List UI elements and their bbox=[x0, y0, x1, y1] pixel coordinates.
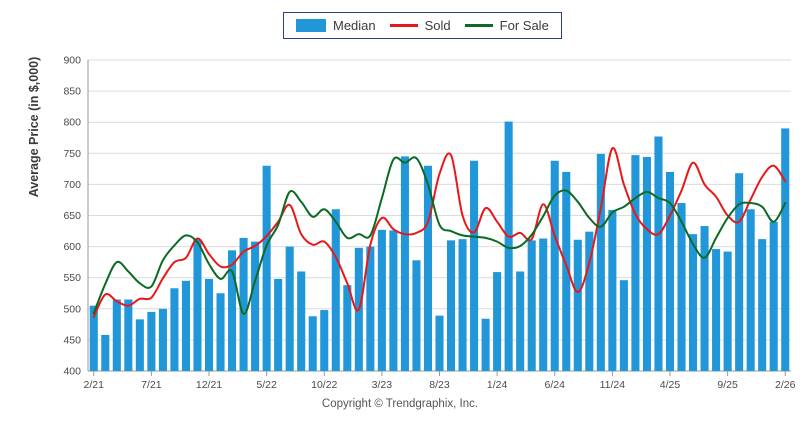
x-tick-label: 4/25 bbox=[660, 379, 681, 391]
median-bar[interactable] bbox=[758, 239, 767, 371]
median-bar[interactable] bbox=[377, 229, 386, 371]
x-tick-label: 12/21 bbox=[196, 379, 222, 391]
x-tick-label: 10/22 bbox=[311, 379, 337, 391]
legend-label-for-sale: For Sale bbox=[499, 18, 549, 33]
median-bar[interactable] bbox=[481, 318, 490, 371]
y-tick-label: 850 bbox=[63, 86, 81, 98]
median-bar[interactable] bbox=[712, 249, 721, 371]
median-bar[interactable] bbox=[320, 310, 329, 371]
x-tick-label: 9/25 bbox=[717, 379, 738, 391]
y-tick-label: 450 bbox=[63, 334, 81, 346]
median-bar[interactable] bbox=[631, 155, 640, 371]
median-bar[interactable] bbox=[366, 246, 375, 371]
y-tick-label: 400 bbox=[63, 366, 81, 378]
median-bar[interactable] bbox=[400, 156, 409, 371]
x-tick-label: 2/26 bbox=[775, 379, 796, 391]
median-bar[interactable] bbox=[596, 153, 605, 371]
median-bar[interactable] bbox=[204, 278, 214, 371]
legend-label-sold: Sold bbox=[424, 18, 451, 33]
median-bar[interactable] bbox=[147, 311, 156, 371]
median-bar[interactable] bbox=[124, 299, 133, 371]
median-bar[interactable] bbox=[193, 239, 202, 371]
y-tick-label: 550 bbox=[63, 272, 81, 284]
median-bar[interactable] bbox=[585, 231, 594, 371]
median-bar[interactable] bbox=[493, 272, 502, 371]
x-tick-label: 3/23 bbox=[372, 379, 393, 391]
median-bar[interactable] bbox=[746, 209, 755, 371]
median-bar[interactable] bbox=[458, 239, 467, 371]
median-bar[interactable] bbox=[262, 165, 271, 371]
x-tick-label: 8/23 bbox=[429, 379, 450, 391]
y-tick-label: 750 bbox=[63, 148, 81, 160]
median-bar[interactable] bbox=[527, 240, 536, 371]
median-bar[interactable] bbox=[181, 280, 190, 371]
median-bar[interactable] bbox=[216, 293, 225, 371]
median-bar[interactable] bbox=[308, 316, 317, 371]
median-bar[interactable] bbox=[158, 308, 167, 371]
median-bar[interactable] bbox=[700, 226, 709, 371]
median-bar[interactable] bbox=[101, 334, 110, 371]
median-bar[interactable] bbox=[389, 230, 398, 371]
median-bar[interactable] bbox=[239, 237, 248, 371]
legend-line-swatch-icon-sold bbox=[389, 24, 418, 27]
for-sale-line[interactable] bbox=[92, 156, 787, 315]
median-bar[interactable] bbox=[654, 136, 663, 371]
legend-bar-swatch-icon bbox=[296, 19, 326, 32]
median-bar[interactable] bbox=[539, 238, 548, 371]
median-bar[interactable] bbox=[435, 315, 444, 371]
median-bar[interactable] bbox=[89, 305, 98, 371]
x-tick-label: 7/21 bbox=[141, 379, 162, 391]
legend-line-swatch-icon-for-sale bbox=[464, 24, 493, 27]
y-tick-label: 650 bbox=[63, 210, 81, 222]
y-tick-label: 600 bbox=[63, 241, 81, 253]
x-tick-label: 5/22 bbox=[256, 379, 277, 391]
median-bar[interactable] bbox=[781, 128, 790, 371]
y-tick-label: 700 bbox=[63, 179, 81, 191]
median-bar[interactable] bbox=[516, 271, 525, 371]
median-bar[interactable] bbox=[550, 160, 559, 371]
median-bar[interactable] bbox=[228, 250, 237, 371]
median-bar[interactable] bbox=[608, 209, 617, 371]
chart-legend: Median Sold For Sale bbox=[283, 12, 562, 39]
median-bar[interactable] bbox=[412, 260, 421, 371]
median-bar[interactable] bbox=[343, 285, 352, 371]
median-bar[interactable] bbox=[573, 239, 582, 371]
x-tick-label: 2/21 bbox=[84, 379, 105, 391]
median-bar[interactable] bbox=[112, 299, 121, 371]
x-tick-label: 11/24 bbox=[600, 379, 626, 391]
median-bar[interactable] bbox=[135, 319, 144, 371]
median-bar[interactable] bbox=[642, 157, 651, 371]
copyright-note: Copyright © Trendgraphix, Inc. bbox=[321, 398, 479, 410]
y-tick-label: 500 bbox=[63, 303, 81, 315]
median-bar[interactable] bbox=[677, 203, 686, 371]
median-bar[interactable] bbox=[562, 171, 571, 371]
sold-line[interactable] bbox=[92, 147, 787, 318]
y-tick-label: 900 bbox=[63, 55, 81, 67]
x-tick-label: 1/24 bbox=[487, 379, 508, 391]
median-bar[interactable] bbox=[735, 173, 744, 371]
median-bar[interactable] bbox=[619, 280, 628, 371]
median-bar[interactable] bbox=[689, 234, 698, 371]
median-bar[interactable] bbox=[665, 171, 675, 371]
median-bar[interactable] bbox=[297, 271, 306, 371]
median-bar[interactable] bbox=[769, 221, 778, 371]
legend-item-sold[interactable]: Sold bbox=[389, 18, 451, 33]
median-bar[interactable] bbox=[274, 278, 283, 371]
legend-label-median: Median bbox=[333, 18, 376, 33]
median-bar[interactable] bbox=[470, 160, 479, 371]
median-bar[interactable] bbox=[251, 241, 260, 371]
median-bar[interactable] bbox=[331, 209, 340, 371]
y-tick-label: 800 bbox=[63, 117, 81, 129]
legend-item-for-sale[interactable]: For Sale bbox=[464, 18, 549, 33]
median-bar[interactable] bbox=[170, 288, 179, 371]
legend-item-median[interactable]: Median bbox=[296, 19, 376, 32]
median-bar[interactable] bbox=[446, 240, 456, 371]
median-bar[interactable] bbox=[723, 251, 732, 371]
median-bar[interactable] bbox=[504, 121, 513, 371]
x-tick-label: 6/24 bbox=[545, 379, 566, 391]
median-bar[interactable] bbox=[423, 165, 433, 371]
median-bar[interactable] bbox=[285, 246, 294, 371]
